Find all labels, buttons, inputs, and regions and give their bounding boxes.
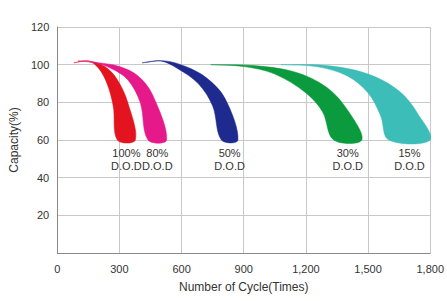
svg-text:D.O.D: D.O.D: [142, 160, 173, 172]
svg-text:1,500: 1,500: [354, 263, 382, 275]
svg-text:900: 900: [235, 263, 253, 275]
svg-text:1,200: 1,200: [292, 263, 320, 275]
svg-text:300: 300: [110, 263, 128, 275]
svg-text:D.O.D: D.O.D: [111, 160, 142, 172]
svg-text:20: 20: [37, 209, 49, 221]
svg-text:D.O.D: D.O.D: [394, 160, 425, 172]
svg-text:80%: 80%: [146, 147, 168, 159]
svg-text:Capacity(%): Capacity(%): [7, 107, 21, 172]
svg-text:120: 120: [31, 21, 49, 33]
svg-text:50%: 50%: [219, 147, 241, 159]
svg-text:15%: 15%: [398, 147, 420, 159]
svg-text:D.O.D: D.O.D: [214, 160, 245, 172]
svg-text:80: 80: [37, 96, 49, 108]
svg-text:600: 600: [172, 263, 190, 275]
svg-text:30%: 30%: [337, 147, 359, 159]
svg-text:40: 40: [37, 172, 49, 184]
svg-text:Number of Cycle(Times): Number of Cycle(Times): [179, 280, 309, 294]
svg-text:1,800: 1,800: [416, 263, 444, 275]
svg-text:0: 0: [54, 263, 60, 275]
svg-text:D.O.D: D.O.D: [332, 160, 363, 172]
svg-text:100: 100: [31, 59, 49, 71]
svg-text:60: 60: [37, 134, 49, 146]
svg-text:100%: 100%: [112, 147, 140, 159]
